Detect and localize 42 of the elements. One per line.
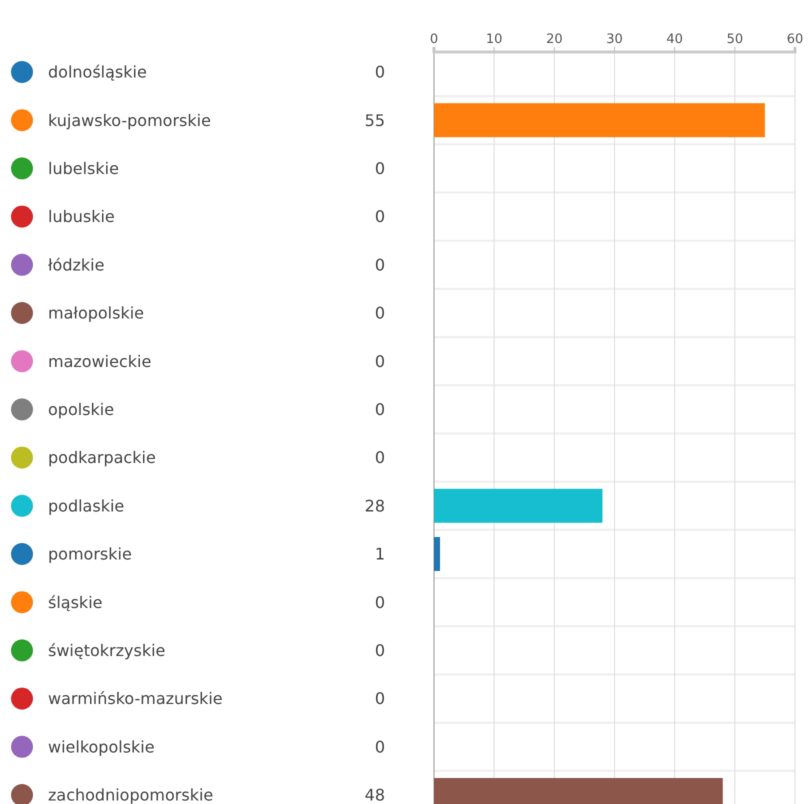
data-label: 0 <box>374 448 385 468</box>
data-label: 0 <box>374 641 385 660</box>
data-label: 0 <box>374 592 385 612</box>
data-label: 48 <box>364 786 385 804</box>
data-label: 0 <box>374 304 385 323</box>
data-label: 0 <box>374 737 385 756</box>
y-tick-label: małopolskie <box>48 304 144 323</box>
data-label: 55 <box>364 110 385 130</box>
data-label: 0 <box>374 400 385 419</box>
data-label: 1 <box>374 544 385 564</box>
y-tick-label: świętokrzyskie <box>48 641 166 660</box>
y-tick-label: wielkopolskie <box>48 737 155 756</box>
y-tick-label: podkarpackie <box>48 448 156 468</box>
x2-tick-label: 20 <box>546 32 563 47</box>
bar <box>434 488 602 523</box>
x2-tick-label: 40 <box>666 32 683 47</box>
y-tick-label: dolnośląskie <box>48 62 147 82</box>
data-label: 28 <box>364 496 385 516</box>
y-tick-label: pomorskie <box>48 544 132 564</box>
y-tick-label: lubuskie <box>48 207 115 226</box>
y-tick-label: mazowieckie <box>48 352 152 371</box>
x2-tick-label: 30 <box>606 32 623 47</box>
y-tick-label: zachodniopomorskie <box>48 786 214 804</box>
y-tick-label: śląskie <box>48 592 102 612</box>
x2-tick-label: 0 <box>430 32 438 47</box>
y-tick-label: łódzkie <box>48 255 104 274</box>
x2-tick-label: 50 <box>726 32 744 47</box>
data-label: 0 <box>374 689 385 708</box>
data-label: 0 <box>374 159 385 178</box>
y-tick-label: warmińsko-mazurskie <box>48 689 223 708</box>
data-label: 0 <box>374 62 385 82</box>
data-label: 0 <box>374 255 385 274</box>
y-tick-label: lubelskie <box>48 159 119 178</box>
data-label: 0 <box>374 207 385 226</box>
x2-tick-label: 60 <box>786 32 804 47</box>
data-label: 0 <box>374 352 385 371</box>
bar <box>434 103 765 138</box>
x2-tick-label: 10 <box>486 32 502 47</box>
y-tick-label: kujawsko-pomorskie <box>48 110 211 130</box>
bar <box>434 537 440 571</box>
y-tick-label: podlaskie <box>48 496 124 516</box>
y-tick-label: opolskie <box>48 400 114 419</box>
